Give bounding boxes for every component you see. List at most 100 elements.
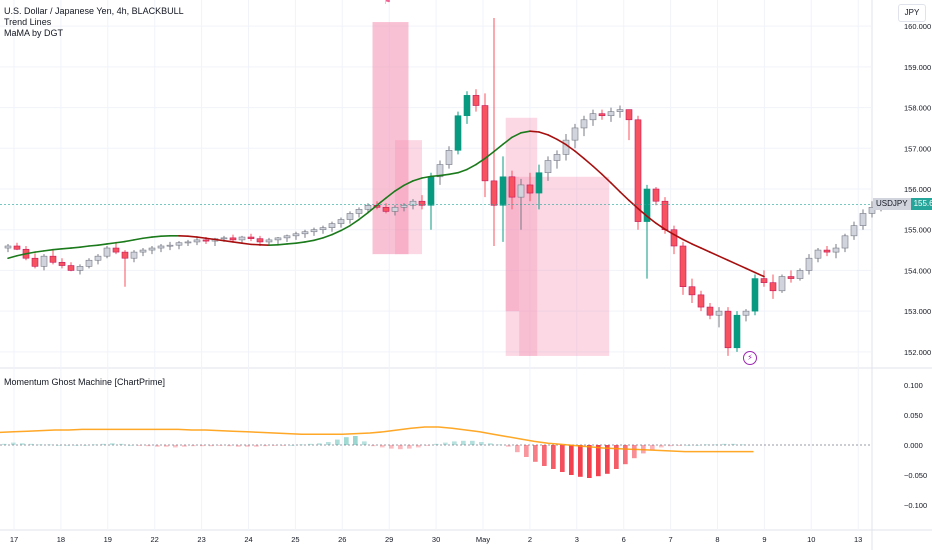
candle-body xyxy=(796,270,804,279)
price-tick: 157.000 xyxy=(904,144,931,153)
ma-segment xyxy=(358,211,369,221)
candle-body xyxy=(742,310,750,316)
candle-body xyxy=(868,207,876,214)
histogram-bar xyxy=(101,443,106,445)
candle-body xyxy=(841,235,849,249)
price-tick: 159.000 xyxy=(904,63,931,72)
histogram-bar xyxy=(380,445,385,448)
histogram-bar xyxy=(488,443,493,445)
histogram-bar xyxy=(281,445,286,446)
histogram-bar xyxy=(65,445,70,446)
ma-segment xyxy=(502,136,513,146)
histogram-bar xyxy=(398,445,403,450)
currency-button[interactable]: JPY xyxy=(898,4,926,22)
histogram-bar xyxy=(704,444,709,446)
ma-segment xyxy=(43,248,54,252)
lightning-icon[interactable]: ⚡ xyxy=(743,351,757,365)
indicator-axis[interactable]: 0.100 0.050 0.000 −0.050 −0.100 xyxy=(904,381,927,510)
ma-segment xyxy=(133,237,144,241)
candle-body xyxy=(139,249,147,253)
earnings-flag-icon[interactable]: ⚑ xyxy=(384,0,392,6)
signal-box xyxy=(505,117,538,356)
candle-body xyxy=(130,251,138,259)
indicator-tick: −0.050 xyxy=(904,471,927,480)
histogram-bar xyxy=(47,444,52,446)
candle-body xyxy=(760,278,768,283)
indicator-mama[interactable]: MaMA by DGT xyxy=(4,28,64,38)
histogram-bar xyxy=(146,445,151,447)
candle-body xyxy=(193,239,201,243)
ma-segment xyxy=(223,239,234,243)
ma-segment xyxy=(583,157,594,167)
symbol-title[interactable]: U.S. Dollar / Japanese Yen, 4h, BLACKBUL… xyxy=(4,6,184,16)
time-tick: 2 xyxy=(528,535,532,544)
histogram-bar xyxy=(740,444,745,446)
ma-segment xyxy=(322,233,333,239)
ma-segment xyxy=(655,222,666,231)
ma-segment xyxy=(475,157,486,166)
time-tick: 3 xyxy=(575,535,579,544)
ma-segment xyxy=(718,255,729,262)
ma-segment xyxy=(466,163,477,171)
candle-body xyxy=(301,231,309,235)
histogram-bar xyxy=(443,442,448,445)
histogram-bar xyxy=(434,443,439,445)
candle-body xyxy=(364,204,372,210)
ma-segment xyxy=(97,243,108,246)
candle-body xyxy=(652,188,660,202)
histogram-bar xyxy=(362,441,367,445)
ma-segment xyxy=(16,252,27,257)
time-tick: 9 xyxy=(762,535,766,544)
ma-segment xyxy=(196,236,207,240)
candle-body xyxy=(490,180,498,206)
candle-body xyxy=(787,276,795,279)
histogram-bar xyxy=(596,445,601,477)
histogram-bar xyxy=(578,445,583,477)
histogram-bar xyxy=(38,444,43,446)
histogram-bar xyxy=(515,445,520,453)
histogram-bar xyxy=(569,445,574,475)
indicator-trend-lines[interactable]: Trend Lines xyxy=(4,17,52,27)
histogram-bar xyxy=(425,445,430,446)
histogram-bar xyxy=(29,443,34,445)
candle-body xyxy=(31,257,39,267)
time-axis[interactable]: 17 18 19 22 23 24 25 26 29 30 May 2 3 6 7 8 9 10 13 xyxy=(10,535,863,544)
ma-segment xyxy=(394,184,405,192)
ma-segment xyxy=(637,207,648,218)
ma-segment xyxy=(115,240,126,244)
histogram-bar xyxy=(632,445,637,459)
histogram-bar xyxy=(461,440,466,445)
candle-body xyxy=(472,95,480,106)
histogram-bar xyxy=(371,445,376,447)
ma-segment xyxy=(313,237,324,242)
histogram-bar xyxy=(452,441,457,445)
candle-body xyxy=(247,236,255,239)
ma-segment xyxy=(25,251,36,255)
indicator-tick: −0.100 xyxy=(904,501,927,510)
time-tick: 13 xyxy=(854,535,862,544)
candle-body xyxy=(328,223,336,228)
ma-segment xyxy=(124,239,135,243)
candle-body xyxy=(634,119,642,222)
candle-body xyxy=(625,109,633,121)
histogram-bar xyxy=(83,445,88,446)
candle-body xyxy=(67,265,75,271)
time-tick: 29 xyxy=(385,535,393,544)
indicator-title[interactable]: Momentum Ghost Machine [ChartPrime] xyxy=(4,377,166,387)
indicator-pane xyxy=(0,426,872,478)
candle-body xyxy=(283,235,291,239)
candle-body xyxy=(814,249,822,259)
ma-segment xyxy=(529,130,540,133)
price-axis[interactable]: 160.000 159.000 158.000 157.000 156.000 155.0… xyxy=(904,22,931,357)
time-tick: 6 xyxy=(622,535,626,544)
candle-body xyxy=(409,200,417,206)
candle-body xyxy=(688,286,696,296)
ma-segment xyxy=(511,132,522,139)
time-tick: 7 xyxy=(669,535,673,544)
candle-body xyxy=(265,239,273,243)
ma-segment xyxy=(7,254,18,260)
ma-segment xyxy=(214,238,225,242)
ma-segment xyxy=(106,241,117,245)
histogram-bar xyxy=(74,445,79,446)
